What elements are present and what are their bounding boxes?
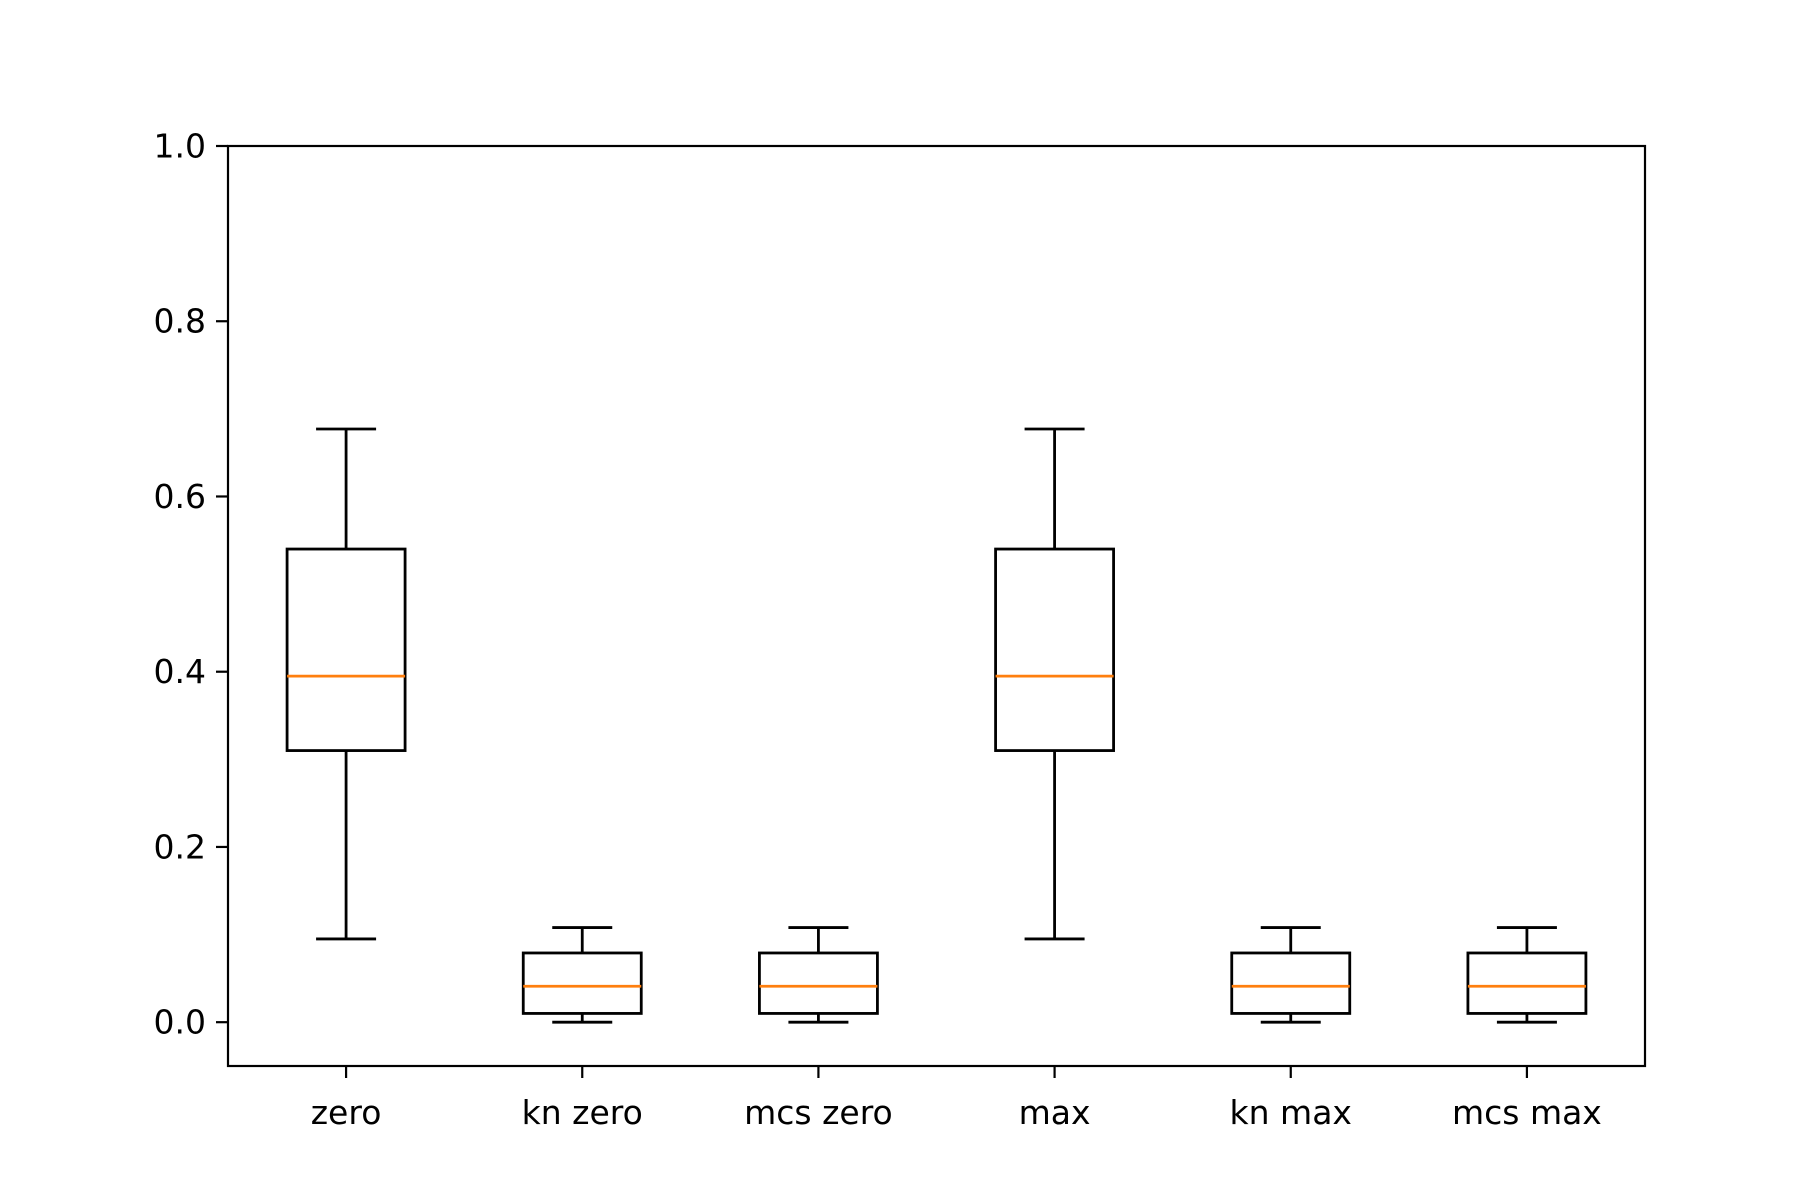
iqr-box: [1230, 951, 1352, 1015]
y-tick-label: 0.2: [154, 827, 206, 866]
boxes-layer: [285, 427, 1588, 1024]
x-tick-label: mcs zero: [744, 1093, 893, 1132]
iqr-box: [285, 547, 407, 752]
axes-frame: [226, 144, 1647, 1068]
x-tick-label: max: [1019, 1093, 1091, 1132]
iqr-box: [758, 951, 879, 1015]
box-3: [758, 926, 879, 1024]
y-tick-label: 0.0: [154, 1003, 206, 1042]
x-axis-ticks: zero kn zero mcs zero max kn max mcs max: [311, 1066, 1602, 1132]
x-tick-label: mcs max: [1452, 1093, 1602, 1132]
box-5: [1230, 926, 1352, 1024]
iqr-box: [1466, 951, 1588, 1015]
y-tick-label: 0.4: [154, 652, 206, 691]
iqr-box: [521, 951, 643, 1015]
y-axis-ticks: 0.0 0.2 0.4 0.6 0.8 1.0: [154, 127, 228, 1042]
y-tick-label: 0.6: [154, 477, 206, 516]
x-tick-label: zero: [311, 1093, 382, 1132]
box-1: [285, 427, 407, 941]
y-tick-label: 1.0: [154, 127, 206, 166]
axes-layer: [226, 144, 1647, 1068]
box-4: [994, 427, 1115, 941]
iqr-box: [994, 547, 1115, 752]
y-tick-label: 0.8: [154, 302, 206, 341]
x-tick-label: kn zero: [522, 1093, 643, 1132]
box-2: [521, 926, 643, 1024]
box-6: [1466, 926, 1588, 1024]
x-tick-label: kn max: [1230, 1093, 1352, 1132]
